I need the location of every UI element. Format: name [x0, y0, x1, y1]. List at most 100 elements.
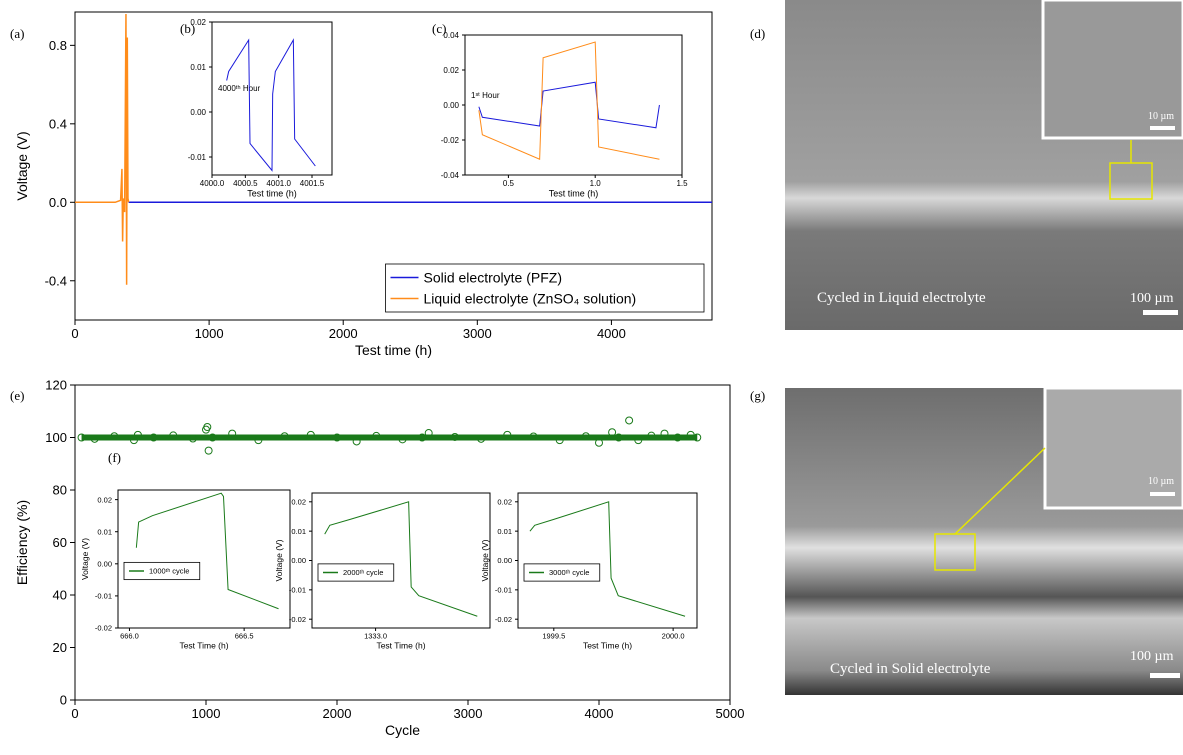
- data-point: [686, 430, 695, 439]
- y-tick-label: -0.4: [45, 273, 67, 288]
- scale: 100 µm: [1130, 291, 1174, 306]
- legend-box: [317, 563, 395, 582]
- y-tick-label: 20: [53, 640, 67, 655]
- data-point: [90, 434, 99, 443]
- y-axis-label: Voltage (V): [80, 538, 90, 580]
- y-tick-label: 0.00: [97, 559, 112, 568]
- scale-bar: [1150, 673, 1180, 678]
- annotation: 1ˢᵗ Hour: [471, 91, 500, 100]
- x-tick-label: 4000.5: [233, 179, 258, 188]
- y-tick-label: 0.00: [497, 556, 512, 565]
- panel-label: (e): [10, 388, 24, 403]
- legend-box: [523, 563, 601, 582]
- y-axis-label: Voltage (V): [274, 539, 284, 581]
- data-point: [306, 430, 315, 439]
- x-axis-label: Test time (h): [355, 342, 432, 358]
- caption: Cycled in Solid electrolyte: [830, 661, 991, 677]
- y-tick-label: -0.01: [495, 585, 512, 594]
- legend-label: Solid electrolyte (PFZ): [424, 269, 562, 285]
- data-point: [110, 432, 119, 441]
- data-point: [625, 416, 634, 425]
- data-point: [450, 432, 459, 441]
- data-line: [135, 492, 279, 610]
- data-point: [529, 432, 538, 441]
- x-tick-label: 0.5: [503, 179, 515, 188]
- data-point: [398, 435, 407, 444]
- y-tick-label: 0.02: [497, 497, 512, 506]
- y-tick-label: 0.8: [49, 38, 67, 53]
- data-point: [555, 436, 564, 445]
- data-line: [324, 501, 478, 617]
- caption: Cycled in Liquid electrolyte: [817, 290, 986, 306]
- annotation: 4000ᵗʰ Hour: [218, 84, 261, 93]
- data-point: [660, 429, 669, 438]
- y-tick-label: -0.04: [441, 171, 460, 180]
- data-point: [169, 431, 178, 440]
- x-tick-label: 666.0: [120, 632, 139, 641]
- legend-label: Liquid electrolyte (ZnSO₄ solution): [424, 290, 637, 306]
- y-tick-label: -0.02: [289, 615, 306, 624]
- x-axis-label: Test time (h): [247, 188, 297, 198]
- y-tick-label: 0.0: [49, 195, 67, 210]
- x-tick-label: 0: [71, 326, 78, 341]
- data-point: [77, 433, 86, 442]
- x-tick-label: 1000: [192, 706, 221, 721]
- sem-inset: [1041, 0, 1183, 140]
- sem-image-d: (d) 10 µm Cycled in Liquid electrolyte 1…: [750, 0, 1183, 330]
- y-tick-label: 80: [53, 483, 67, 498]
- y-tick-label: -0.01: [188, 153, 207, 162]
- x-tick-label: 3000: [463, 326, 492, 341]
- x-tick-label: 2000.0: [662, 632, 685, 641]
- data-point: [424, 429, 433, 438]
- x-tick-label: 4000: [585, 706, 614, 721]
- x-axis-label: Test Time (h): [179, 640, 228, 650]
- data-point: [149, 433, 158, 442]
- x-tick-label: 666.5: [235, 632, 254, 641]
- y-tick-label: 0.02: [291, 497, 306, 506]
- plot-frame: [311, 492, 491, 629]
- x-tick-label: 0: [71, 706, 78, 721]
- panel-label: (b): [180, 21, 195, 36]
- y-tick-label: 120: [45, 378, 67, 393]
- x-tick-label: 4000.0: [200, 179, 225, 188]
- inset-scale: 10 µm: [1148, 111, 1174, 122]
- data-line: [75, 13, 130, 285]
- data-point: [228, 429, 237, 438]
- x-tick-label: 2000: [323, 706, 352, 721]
- x-axis-label: Test Time (h): [583, 640, 632, 650]
- scale-bar: [1150, 126, 1175, 130]
- y-tick-label: -0.02: [95, 624, 112, 633]
- data-line: [478, 41, 660, 160]
- data-line: [226, 38, 316, 172]
- y-tick-label: 0.02: [97, 495, 112, 504]
- sem-inset: [1043, 386, 1183, 510]
- x-tick-label: 1.5: [676, 179, 688, 188]
- data-point: [208, 433, 217, 442]
- data-point: [133, 430, 142, 439]
- y-tick-label: 60: [53, 535, 67, 550]
- y-tick-label: -0.01: [95, 592, 112, 601]
- x-tick-label: 1333.0: [364, 632, 387, 641]
- plot-frame: [517, 492, 698, 629]
- y-tick-label: 0.01: [190, 63, 206, 72]
- data-point: [129, 436, 138, 445]
- y-axis-label: Efficiency (%): [14, 500, 30, 585]
- legend-label: 3000ᵗʰ cycle: [549, 568, 589, 577]
- arrow: [954, 447, 1046, 535]
- x-tick-label: 1000: [195, 326, 224, 341]
- data-point: [280, 432, 289, 441]
- data-point: [477, 434, 486, 443]
- y-tick-label: 0.01: [497, 527, 512, 536]
- y-tick-label: 0.01: [97, 527, 112, 536]
- y-tick-label: -0.02: [441, 136, 460, 145]
- y-tick-label: 0.4: [49, 116, 67, 131]
- sem-image-g: (g) 10 µm Cycled in Solid electrolyte 10…: [750, 386, 1183, 695]
- data-point: [595, 438, 603, 447]
- data-point: [608, 428, 617, 437]
- data-point: [254, 436, 263, 445]
- panel-label: (a): [10, 26, 24, 41]
- data-point: [673, 433, 682, 442]
- y-tick-label: 100: [45, 430, 67, 445]
- x-tick-label: 4001.5: [300, 179, 325, 188]
